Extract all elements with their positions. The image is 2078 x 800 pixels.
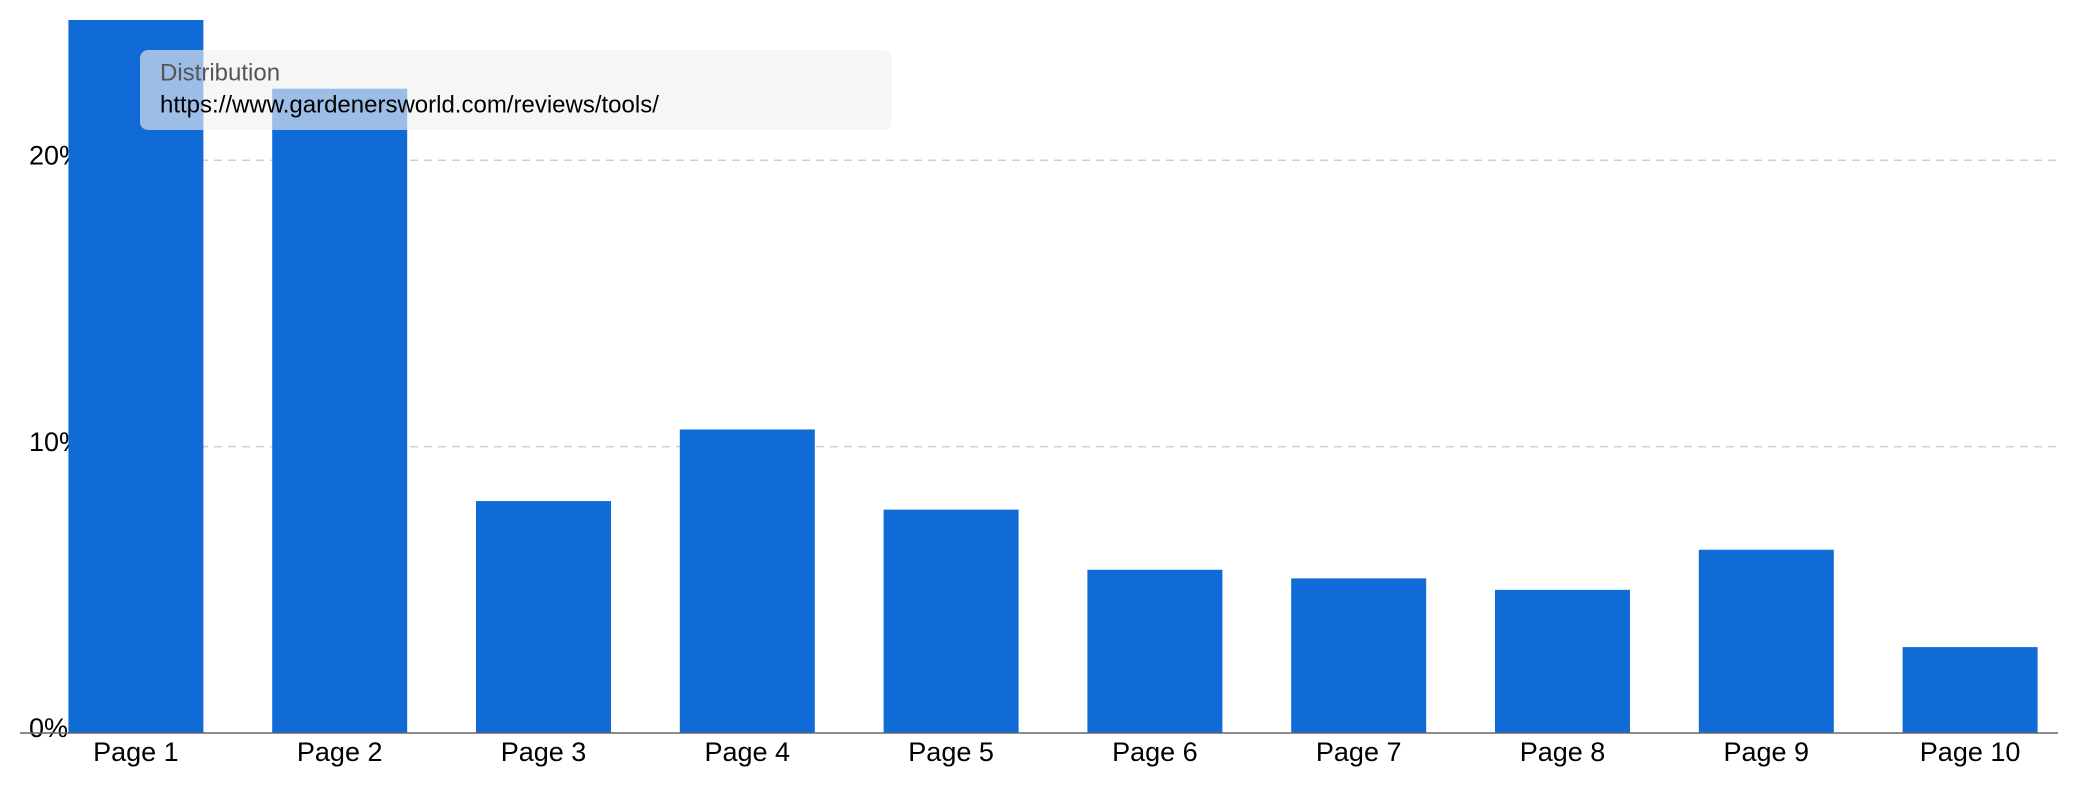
y-tick-label: 0% (29, 713, 68, 743)
bar (883, 509, 1019, 733)
x-tick-label: Page 9 (1724, 737, 1810, 767)
x-tick-label: Page 7 (1316, 737, 1402, 767)
x-tick-label: Page 2 (297, 737, 383, 767)
bar (476, 501, 611, 733)
bar (1495, 589, 1630, 733)
tooltip-text: https://www.gardenersworld.com/reviews/t… (160, 91, 659, 118)
x-tick-label: Page 3 (501, 737, 587, 767)
x-tick-label: Page 8 (1520, 737, 1606, 767)
bar (68, 20, 204, 733)
x-tick-label: Page 1 (93, 737, 179, 767)
x-tick-label: Page 6 (1112, 737, 1198, 767)
x-tick-label: Page 10 (1920, 737, 2021, 767)
bar (1291, 578, 1427, 733)
tooltip-title: Distribution (160, 59, 280, 86)
bar (1698, 549, 1834, 733)
bar (679, 429, 815, 733)
tooltip: Distribution https://www.gardenersworld.c… (140, 50, 892, 130)
bar (1087, 569, 1223, 733)
x-tick-label: Page 4 (705, 737, 791, 767)
bar (1902, 647, 2038, 733)
bar (272, 88, 408, 733)
x-tick-label: Page 5 (908, 737, 994, 767)
tooltip-box (140, 50, 892, 130)
